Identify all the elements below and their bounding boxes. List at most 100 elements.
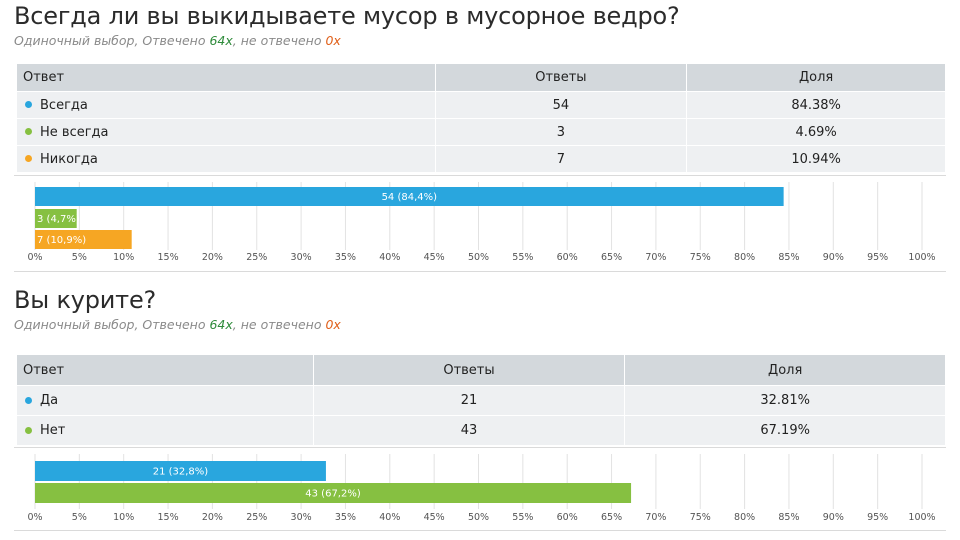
- tick-label: 15%: [157, 512, 178, 523]
- bar-data-label: 7 (10,9%): [37, 235, 86, 246]
- tick-label: 50%: [468, 252, 489, 263]
- meta-prefix: Одиночный выбор, Отвечено: [14, 317, 210, 332]
- column-header-share: Доля: [686, 63, 946, 92]
- tick-label: 10%: [113, 252, 134, 263]
- tick-label: 30%: [291, 512, 312, 523]
- column-header-answer: Ответ: [16, 63, 436, 92]
- answered-count: 64x: [209, 317, 233, 332]
- results-table: Ответ Ответы Доля Всегда 54 84.38% Не вс…: [16, 63, 946, 173]
- bar-data-label: 21 (32,8%): [153, 467, 209, 478]
- share-cell: 10.94%: [686, 145, 946, 173]
- answer-label: Всегда: [40, 97, 88, 113]
- tick-label: 40%: [379, 512, 400, 523]
- bar: [35, 209, 77, 228]
- answer-cell: Никогда: [16, 145, 436, 173]
- unanswered-count: 0x: [325, 317, 341, 332]
- tick-label: 45%: [424, 512, 445, 523]
- bar: [35, 230, 132, 249]
- column-header-count: Ответы: [434, 63, 688, 92]
- tick-label: 65%: [601, 252, 622, 263]
- answer-label: Никогда: [40, 151, 98, 167]
- tick-label: 80%: [734, 512, 755, 523]
- meta-middle: , не отвечено: [232, 33, 326, 48]
- tick-label: 75%: [690, 252, 711, 263]
- tick-label: 100%: [908, 512, 935, 523]
- column-header-answer: Ответ: [16, 354, 314, 386]
- question-title: Всегда ли вы выкидываете мусор в мусорно…: [14, 2, 680, 30]
- tick-label: 15%: [157, 252, 178, 263]
- table-row: Никогда 7 10.94%: [16, 145, 946, 173]
- column-header-share: Доля: [624, 354, 946, 386]
- unanswered-count: 0x: [325, 33, 341, 48]
- results-bar-chart: 0% 5% 10% 15% 20% 25% 30% 35% 40% 45% 50% 55% 60% 65%…: [14, 447, 946, 531]
- table-header-row: Ответ Ответы Доля: [16, 354, 946, 386]
- meta-middle: , не отвечено: [232, 317, 326, 332]
- legend-dot-icon: [25, 426, 32, 434]
- bar-chart-svg: 0% 5% 10% 15% 20% 25% 30% 35% 40% 45% 50% 55% 60% 65%…: [27, 454, 936, 523]
- question-title: Вы курите?: [14, 286, 157, 314]
- bar-data-label: 43 (67,2%): [305, 489, 361, 500]
- bar-chart-svg: 0% 5% 10% 15% 20% 25% 30% 35% 40% 45% 50% 55% 60% 65%…: [27, 182, 936, 263]
- answer-label: Нет: [40, 423, 66, 438]
- answer-cell: Нет: [16, 415, 314, 446]
- question-meta: Одиночный выбор, Отвечено 64x, не отвече…: [14, 317, 341, 332]
- table-row: Всегда 54 84.38%: [16, 91, 946, 119]
- tick-label: 60%: [557, 512, 578, 523]
- tick-label: 95%: [867, 512, 888, 523]
- tick-label: 95%: [867, 252, 888, 263]
- legend-dot-icon: [25, 128, 32, 135]
- tick-label: 5%: [72, 512, 87, 523]
- count-cell: 21: [312, 385, 626, 416]
- tick-label: 60%: [557, 252, 578, 263]
- share-cell: 32.81%: [624, 385, 946, 416]
- tick-label: 35%: [335, 252, 356, 263]
- tick-label: 10%: [113, 512, 134, 523]
- tick-label: 25%: [246, 252, 267, 263]
- tick-label: 100%: [908, 252, 935, 263]
- share-cell: 4.69%: [686, 118, 946, 146]
- tick-label: 90%: [823, 512, 844, 523]
- tick-label: 25%: [246, 512, 267, 523]
- column-header-count: Ответы: [312, 354, 626, 386]
- tick-label: 85%: [778, 512, 799, 523]
- legend-dot-icon: [25, 155, 32, 162]
- legend-dot-icon: [25, 396, 32, 404]
- survey-question-2: Вы курите? Одиночный выбор, Отвечено 64x…: [0, 284, 960, 540]
- bar: [35, 461, 326, 481]
- table-row: Нет 43 67.19%: [16, 415, 946, 446]
- share-cell: 67.19%: [624, 415, 946, 446]
- tick-label: 20%: [202, 512, 223, 523]
- tick-label: 0%: [27, 252, 42, 263]
- results-table: Ответ Ответы Доля Да 21 32.81% Нет 43 67…: [16, 354, 946, 446]
- bar: [35, 483, 632, 503]
- survey-question-1: Всегда ли вы выкидываете мусор в мусорно…: [14, 2, 946, 272]
- tick-label: 45%: [424, 252, 445, 263]
- answered-count: 64x: [209, 33, 233, 48]
- meta-prefix: Одиночный выбор, Отвечено: [14, 33, 210, 48]
- count-cell: 54: [434, 91, 688, 119]
- tick-label: 90%: [823, 252, 844, 263]
- share-cell: 84.38%: [686, 91, 946, 119]
- answer-cell: Всегда: [16, 91, 436, 119]
- tick-label: 55%: [512, 512, 533, 523]
- table-row: Да 21 32.81%: [16, 385, 946, 416]
- tick-label: 80%: [734, 252, 755, 263]
- bar-data-label: 54 (84,4%): [382, 192, 438, 203]
- count-cell: 7: [434, 145, 688, 173]
- results-bar-chart: 0% 5% 10% 15% 20% 25% 30% 35% 40% 45% 50% 55% 60% 65%…: [14, 175, 946, 272]
- tick-label: 65%: [601, 512, 622, 523]
- answer-cell: Не всегда: [16, 118, 436, 146]
- tick-label: 85%: [778, 252, 799, 263]
- question-meta: Одиночный выбор, Отвечено 64x, не отвече…: [14, 33, 341, 48]
- tick-label: 75%: [690, 512, 711, 523]
- tick-label: 55%: [512, 252, 533, 263]
- table-header-row: Ответ Ответы Доля: [16, 63, 946, 92]
- tick-label: 30%: [291, 252, 312, 263]
- tick-label: 5%: [72, 252, 87, 263]
- answer-label: Да: [40, 393, 59, 408]
- count-cell: 43: [312, 415, 626, 446]
- tick-label: 70%: [645, 512, 666, 523]
- legend-dot-icon: [25, 101, 32, 108]
- tick-label: 50%: [468, 512, 489, 523]
- answer-cell: Да: [16, 385, 314, 416]
